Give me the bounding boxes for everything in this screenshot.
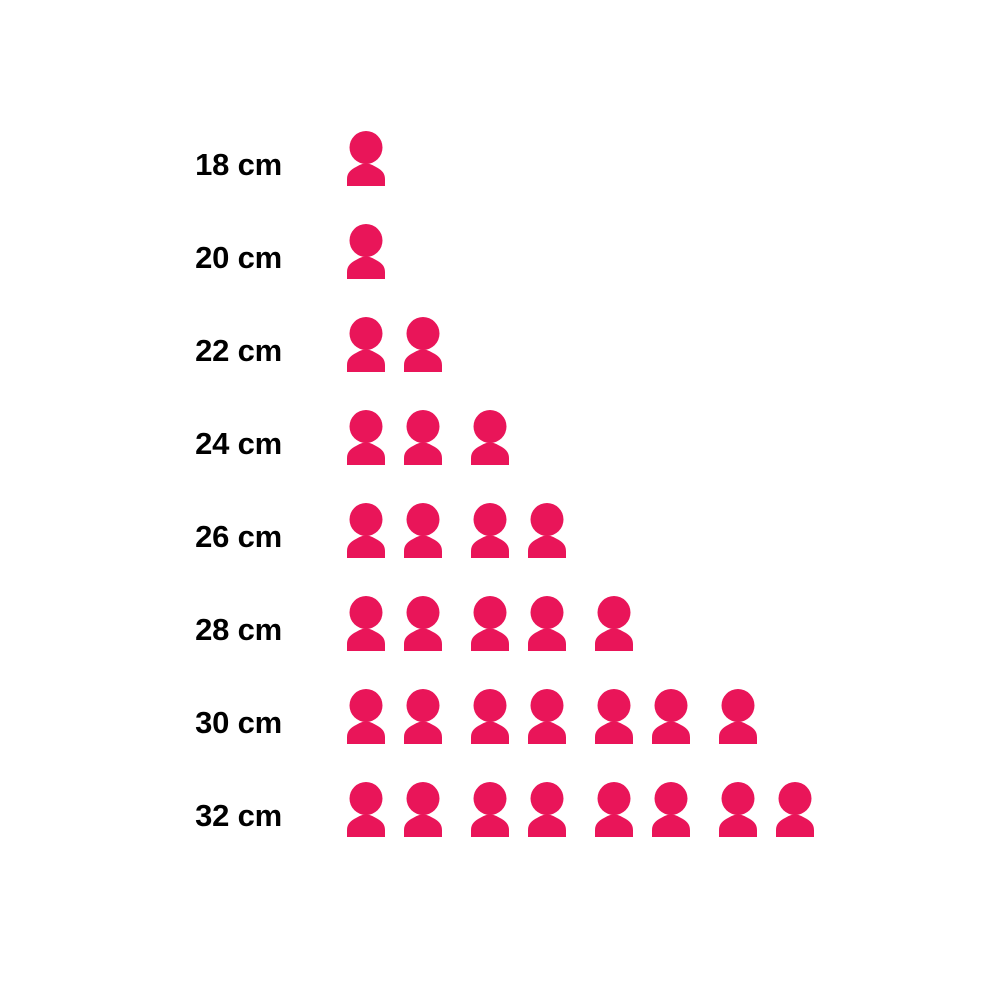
pictogram-row: 24 cm <box>0 392 1000 485</box>
icon-group <box>467 781 570 838</box>
person-icon <box>715 781 761 838</box>
person-icon <box>400 595 446 652</box>
icon-group <box>591 595 637 652</box>
icon-group <box>343 130 389 187</box>
icon-group <box>343 502 446 559</box>
person-icon <box>467 688 513 745</box>
row-label: 18 cm <box>195 147 282 182</box>
row-icon-track <box>282 223 389 299</box>
person-icon <box>400 688 446 745</box>
person-icon <box>343 409 389 466</box>
person-icon <box>772 781 818 838</box>
person-icon <box>400 502 446 559</box>
person-icon <box>343 223 389 280</box>
person-icon <box>524 502 570 559</box>
pictogram-row: 18 cm <box>0 113 1000 206</box>
row-label: 30 cm <box>195 705 282 740</box>
row-icon-track <box>282 409 513 485</box>
person-icon <box>467 409 513 466</box>
person-icon <box>524 595 570 652</box>
row-icon-track <box>282 781 818 857</box>
row-icon-track <box>282 316 446 392</box>
row-label: 26 cm <box>195 519 282 554</box>
icon-group <box>467 409 513 466</box>
icon-group <box>343 781 446 838</box>
pictogram-row: 20 cm <box>0 206 1000 299</box>
icon-group <box>591 781 694 838</box>
person-icon <box>524 781 570 838</box>
person-icon <box>343 316 389 373</box>
person-icon <box>400 316 446 373</box>
icon-group <box>467 502 570 559</box>
person-icon <box>400 781 446 838</box>
pictogram-row: 32 cm <box>0 764 1000 857</box>
icon-group <box>343 223 389 280</box>
pictogram-row: 22 cm <box>0 299 1000 392</box>
row-label: 32 cm <box>195 798 282 833</box>
person-icon <box>591 595 637 652</box>
person-icon <box>343 595 389 652</box>
person-icon <box>343 781 389 838</box>
icon-group <box>591 688 694 745</box>
person-icon <box>467 595 513 652</box>
icon-group <box>343 595 446 652</box>
icon-group <box>343 316 446 373</box>
pictogram-row: 26 cm <box>0 485 1000 578</box>
row-label: 20 cm <box>195 240 282 275</box>
person-icon <box>343 130 389 187</box>
pictogram-row: 30 cm <box>0 671 1000 764</box>
icon-group <box>715 781 818 838</box>
person-icon <box>648 688 694 745</box>
icon-group <box>343 688 446 745</box>
icon-group <box>467 688 570 745</box>
person-icon <box>524 688 570 745</box>
pictogram-row-list: 18 cm 20 cm 22 cm 24 cm 26 cm 28 cm 30 cm 32 cm <box>0 113 1000 857</box>
person-icon <box>400 409 446 466</box>
person-icon <box>467 502 513 559</box>
row-icon-track <box>282 688 761 764</box>
row-label: 24 cm <box>195 426 282 461</box>
row-icon-track <box>282 130 389 206</box>
row-icon-track <box>282 502 570 578</box>
person-icon <box>591 781 637 838</box>
person-icon <box>648 781 694 838</box>
person-icon <box>343 688 389 745</box>
person-icon <box>343 502 389 559</box>
icon-group <box>715 688 761 745</box>
row-label: 28 cm <box>195 612 282 647</box>
pictogram-row: 28 cm <box>0 578 1000 671</box>
person-icon <box>591 688 637 745</box>
person-icon <box>715 688 761 745</box>
icon-group <box>343 409 446 466</box>
row-icon-track <box>282 595 637 671</box>
row-label: 22 cm <box>195 333 282 368</box>
icon-group <box>467 595 570 652</box>
person-icon <box>467 781 513 838</box>
